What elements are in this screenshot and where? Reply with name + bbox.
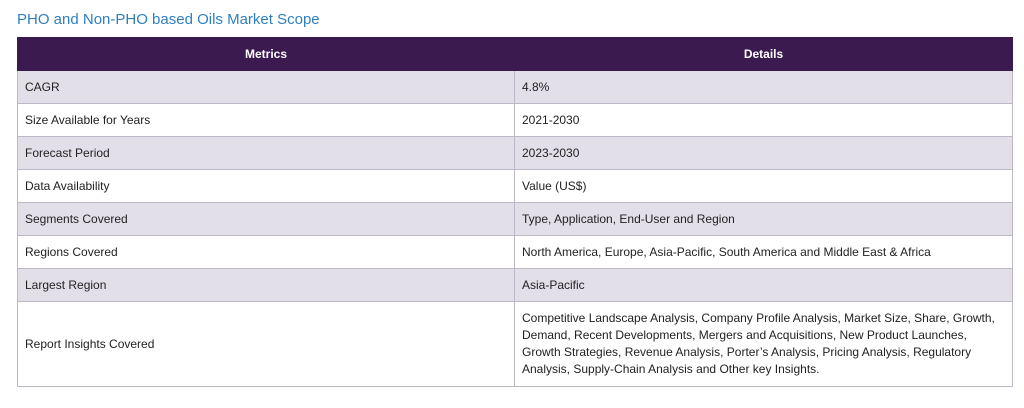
- header-details: Details: [514, 37, 1013, 71]
- detail-cell: 2023-2030: [514, 136, 1013, 170]
- table-header-row: Metrics Details: [17, 37, 1013, 71]
- detail-cell: 4.8%: [514, 70, 1013, 104]
- metric-cell: Regions Covered: [17, 235, 515, 269]
- detail-cell: Asia-Pacific: [514, 268, 1013, 302]
- page-title: PHO and Non-PHO based Oils Market Scope: [17, 11, 320, 28]
- table-row: Forecast Period 2023-2030: [17, 136, 1013, 170]
- detail-cell: Type, Application, End-User and Region: [514, 202, 1013, 236]
- market-scope-table: Metrics Details CAGR 4.8% Size Available…: [17, 37, 1013, 387]
- metric-cell: Segments Covered: [17, 202, 515, 236]
- metric-cell: Largest Region: [17, 268, 515, 302]
- metric-cell: CAGR: [17, 70, 515, 104]
- table-row: Data Availability Value (US$): [17, 169, 1013, 203]
- metric-cell: Size Available for Years: [17, 103, 515, 137]
- table-row: Report Insights Covered Competitive Land…: [17, 301, 1013, 387]
- table-row: CAGR 4.8%: [17, 70, 1013, 104]
- header-metrics: Metrics: [17, 37, 515, 71]
- table-row: Segments Covered Type, Application, End-…: [17, 202, 1013, 236]
- metric-cell: Report Insights Covered: [17, 301, 515, 387]
- detail-cell: Competitive Landscape Analysis, Company …: [514, 301, 1013, 387]
- table-row: Largest Region Asia-Pacific: [17, 268, 1013, 302]
- table-row: Size Available for Years 2021-2030: [17, 103, 1013, 137]
- metric-cell: Forecast Period: [17, 136, 515, 170]
- metric-cell: Data Availability: [17, 169, 515, 203]
- detail-cell: North America, Europe, Asia-Pacific, Sou…: [514, 235, 1013, 269]
- table-row: Regions Covered North America, Europe, A…: [17, 235, 1013, 269]
- detail-cell: 2021-2030: [514, 103, 1013, 137]
- detail-cell: Value (US$): [514, 169, 1013, 203]
